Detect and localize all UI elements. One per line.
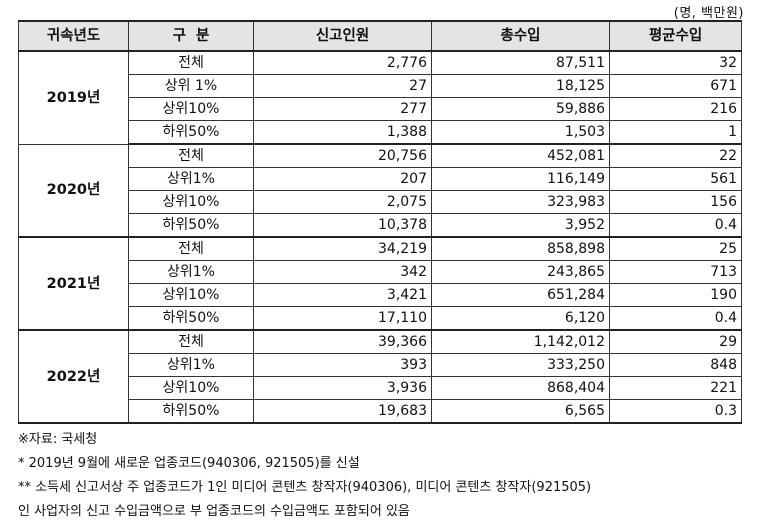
total-cell: 18,125 (431, 74, 610, 98)
average-cell: 0.3 (609, 399, 742, 424)
category-cell: 상위1% (128, 167, 254, 191)
table-row: 상위10% 3,936 868,404 221 (19, 376, 742, 400)
year-cell: 2019년 (18, 50, 129, 145)
footnote-2-continued: 인 사업자의 신고 수입금액으로 부 업종코드의 수입금액도 포함되어 있음 (18, 504, 410, 519)
count-cell: 34,219 (253, 236, 432, 261)
header-category: 구 분 (128, 20, 254, 52)
average-cell: 848 (609, 353, 742, 377)
source-note: ※자료: 국세청 (18, 432, 98, 447)
footnote-1: * 2019년 9월에 새로운 업종코드(940306, 921505)를 신설 (18, 456, 360, 471)
total-cell: 858,898 (431, 236, 610, 261)
category-cell: 전체 (128, 329, 254, 354)
category-cell: 상위 1% (128, 74, 254, 98)
total-cell: 452,081 (431, 143, 610, 168)
average-cell: 216 (609, 97, 742, 121)
table-row: 상위10% 3,421 651,284 190 (19, 283, 742, 307)
category-cell: 상위1% (128, 353, 254, 377)
total-cell: 651,284 (431, 283, 610, 307)
category-cell: 상위10% (128, 190, 254, 214)
total-cell: 6,565 (431, 399, 610, 424)
average-cell: 0.4 (609, 306, 742, 331)
header-average: 평균수입 (609, 20, 742, 52)
category-cell: 전체 (128, 143, 254, 168)
table-row: 하위50% 19,683 6,565 0.3 (19, 399, 742, 424)
category-cell: 상위1% (128, 260, 254, 284)
average-cell: 22 (609, 143, 742, 168)
category-cell: 하위50% (128, 399, 254, 424)
total-cell: 59,886 (431, 97, 610, 121)
footnote-2: ** 소득세 신고서상 주 업종코드가 1인 미디어 콘텐츠 창작자(94030… (18, 480, 592, 495)
table-row: 상위 1% 27 18,125 671 (19, 74, 742, 98)
table-row: 상위10% 2,075 323,983 156 (19, 190, 742, 214)
category-cell: 상위10% (128, 283, 254, 307)
table-row: 2022년 전체 39,366 1,142,012 29 (18, 329, 742, 424)
count-cell: 277 (253, 97, 432, 121)
count-cell: 20,756 (253, 143, 432, 168)
count-cell: 10,378 (253, 213, 432, 238)
total-cell: 1,142,012 (431, 329, 610, 354)
header-year: 귀속년도 (18, 20, 129, 52)
count-cell: 19,683 (253, 399, 432, 424)
average-cell: 561 (609, 167, 742, 191)
total-cell: 323,983 (431, 190, 610, 214)
count-cell: 39,366 (253, 329, 432, 354)
table-row: 2021년 전체 34,219 858,898 25 (18, 236, 742, 331)
total-cell: 87,511 (431, 50, 610, 75)
category-cell: 상위10% (128, 97, 254, 121)
category-cell: 하위50% (128, 306, 254, 331)
average-cell: 713 (609, 260, 742, 284)
count-cell: 3,936 (253, 376, 432, 400)
table-row: 상위10% 277 59,886 216 (19, 97, 742, 121)
category-cell: 전체 (128, 50, 254, 75)
year-cell: 2020년 (18, 143, 129, 238)
count-cell: 1,388 (253, 120, 432, 145)
average-cell: 25 (609, 236, 742, 261)
unit-label: (명, 백만원) (673, 6, 744, 21)
category-cell: 상위10% (128, 376, 254, 400)
category-cell: 전체 (128, 236, 254, 261)
table-row: 하위50% 10,378 3,952 0.4 (19, 213, 742, 238)
average-cell: 156 (609, 190, 742, 214)
total-cell: 1,503 (431, 120, 610, 145)
average-cell: 190 (609, 283, 742, 307)
count-cell: 27 (253, 74, 432, 98)
footnotes: ※자료: 국세청 * 2019년 9월에 새로운 업종코드(940306, 92… (18, 428, 748, 524)
average-cell: 29 (609, 329, 742, 354)
table-row: 하위50% 17,110 6,120 0.4 (19, 306, 742, 331)
total-cell: 3,952 (431, 213, 610, 238)
count-cell: 3,421 (253, 283, 432, 307)
category-cell: 하위50% (128, 120, 254, 145)
table-row: 2020년 전체 20,756 452,081 22 (18, 143, 742, 238)
count-cell: 2,075 (253, 190, 432, 214)
year-cell: 2021년 (18, 236, 129, 331)
average-cell: 1 (609, 120, 742, 145)
count-cell: 2,776 (253, 50, 432, 75)
category-cell: 하위50% (128, 213, 254, 238)
total-cell: 333,250 (431, 353, 610, 377)
average-cell: 671 (609, 74, 742, 98)
table-header-row: 귀속년도 구 분 신고인원 총수입 평균수입 (18, 20, 742, 52)
count-cell: 17,110 (253, 306, 432, 331)
average-cell: 221 (609, 376, 742, 400)
total-cell: 6,120 (431, 306, 610, 331)
table-row: 상위1% 393 333,250 848 (19, 353, 742, 377)
income-table: 귀속년도 구 분 신고인원 총수입 평균수입 2019년 전체 2,776 87… (18, 20, 742, 424)
table-row: 2019년 전체 2,776 87,511 32 (18, 50, 742, 145)
count-cell: 393 (253, 353, 432, 377)
header-total: 총수입 (431, 20, 610, 52)
count-cell: 342 (253, 260, 432, 284)
total-cell: 243,865 (431, 260, 610, 284)
average-cell: 0.4 (609, 213, 742, 238)
table-row: 하위50% 1,388 1,503 1 (19, 120, 742, 145)
year-cell: 2022년 (18, 329, 129, 424)
total-cell: 116,149 (431, 167, 610, 191)
count-cell: 207 (253, 167, 432, 191)
total-cell: 868,404 (431, 376, 610, 400)
header-count: 신고인원 (253, 20, 432, 52)
average-cell: 32 (609, 50, 742, 75)
